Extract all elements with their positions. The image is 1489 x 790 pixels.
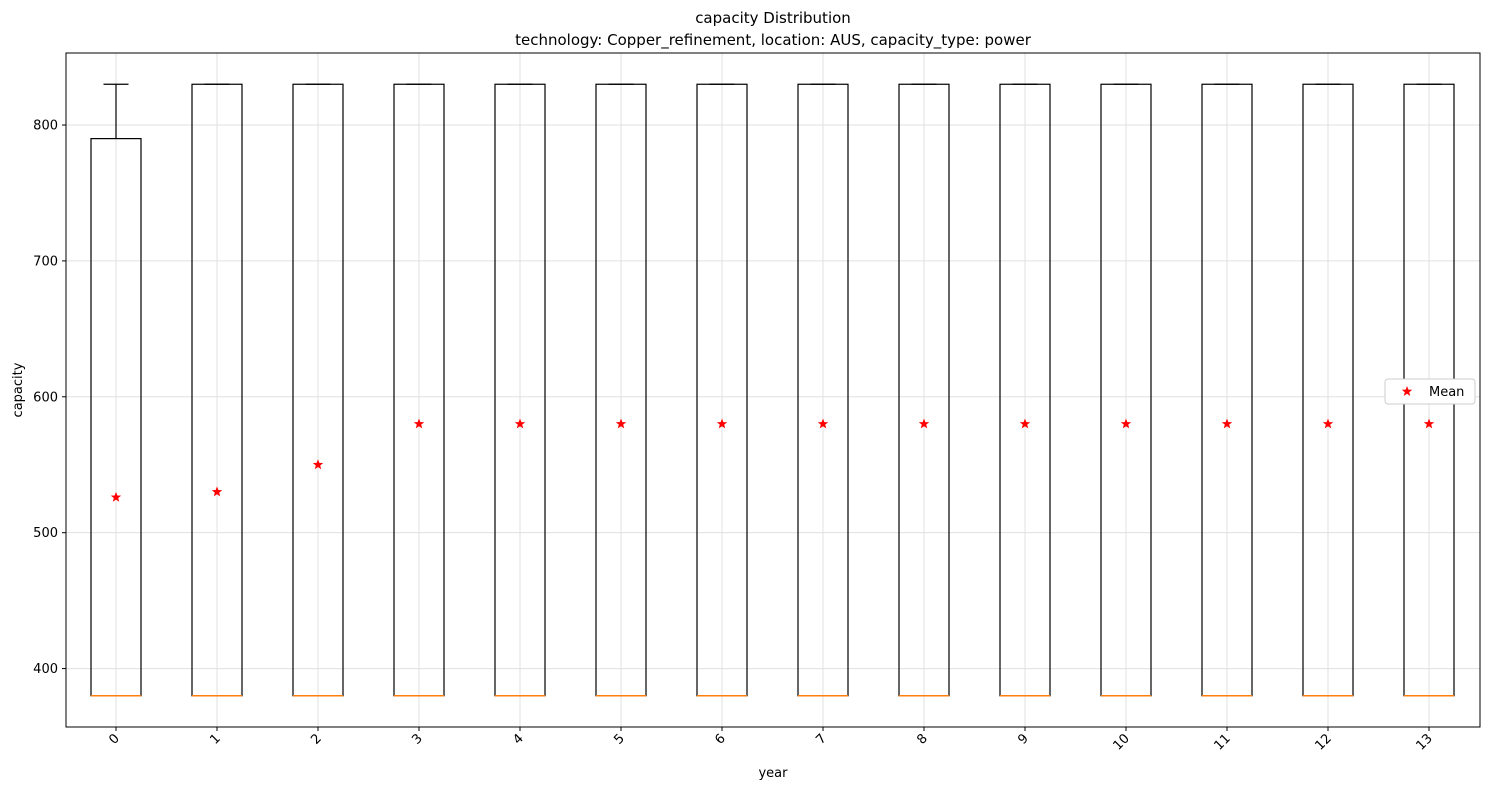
x-tick-label-7: 7	[813, 731, 829, 747]
x-tick-label-2: 2	[308, 731, 324, 747]
box-year-8	[898, 83, 950, 697]
box-year-12	[1302, 83, 1354, 697]
x-axis-label: year	[758, 766, 788, 781]
box-year-3	[393, 83, 445, 697]
chart-title: capacity Distribution	[695, 9, 851, 27]
chart-subtitle: technology: Copper_refinement, location:…	[515, 31, 1032, 50]
x-tick-label-5: 5	[611, 731, 627, 747]
y-axis-label: capacity	[11, 362, 26, 417]
box-year-10	[1100, 83, 1152, 697]
grid-layer	[66, 53, 1480, 727]
x-tick-label-3: 3	[409, 731, 425, 747]
legend: Mean	[1384, 378, 1476, 405]
y-axis: 400 500 600 700 800	[33, 119, 66, 677]
y-tick-label-400: 400	[33, 662, 58, 677]
legend-mean-label: Mean	[1429, 385, 1464, 400]
mean-marker-year-0	[110, 491, 122, 502]
y-tick-label-800: 800	[33, 119, 58, 134]
mean-marker-year-6	[716, 418, 728, 429]
mean-marker-year-8	[918, 418, 930, 429]
box-year-6	[696, 83, 748, 697]
mean-marker-year-12	[1322, 418, 1334, 429]
y-tick-label-700: 700	[33, 254, 58, 269]
y-tick-label-500: 500	[33, 526, 58, 541]
mean-marker-year-3	[413, 418, 425, 429]
x-tick-label-9: 9	[1015, 731, 1031, 747]
box-year-11	[1201, 83, 1253, 697]
x-tick-label-11: 11	[1212, 731, 1234, 753]
box-year-4	[494, 83, 546, 697]
x-tick-label-10: 10	[1111, 731, 1133, 753]
box-year-1	[191, 83, 243, 697]
mean-marker-year-10	[1120, 418, 1132, 429]
box-year-7	[797, 83, 849, 697]
mean-marker-year-11	[1221, 418, 1233, 429]
box-year-5	[595, 83, 647, 697]
x-tick-label-12: 12	[1313, 731, 1335, 753]
mean-marker-year-9	[1019, 418, 1031, 429]
x-tick-label-1: 1	[207, 731, 223, 747]
mean-marker-year-7	[817, 418, 829, 429]
x-tick-label-4: 4	[510, 731, 526, 747]
y-tick-label-600: 600	[33, 390, 58, 405]
mean-layer	[110, 418, 1435, 502]
x-tick-label-8: 8	[914, 731, 930, 747]
mean-marker-year-2	[312, 459, 324, 470]
mean-marker-year-5	[615, 418, 627, 429]
x-tick-label-6: 6	[712, 731, 728, 747]
box-year-2	[292, 83, 344, 697]
box-layer	[90, 83, 1455, 697]
box-year-9	[999, 83, 1051, 697]
mean-marker-year-13	[1423, 418, 1435, 429]
x-tick-label-13: 13	[1414, 731, 1436, 753]
x-axis: 0 1 2 3 4 5 6 7 8 9 10 11 12 13	[106, 727, 1436, 754]
x-tick-label-0: 0	[106, 731, 122, 747]
mean-marker-year-4	[514, 418, 526, 429]
mean-marker-year-1	[211, 486, 223, 497]
legend-frame	[1384, 378, 1476, 405]
legend-mean-marker	[1401, 386, 1413, 396]
box-year-0	[90, 83, 142, 697]
plot-frame	[65, 52, 1481, 728]
